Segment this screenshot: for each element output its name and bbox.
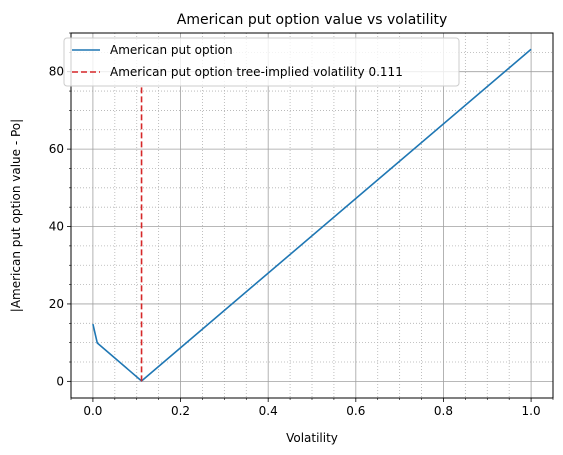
y-axis-label: |American put option value - Po| [9,119,23,312]
axis-ticks [67,33,553,402]
x-tick-label: 1.0 [522,404,541,418]
y-tick-label: 0 [56,374,64,388]
y-tick-label: 60 [49,142,64,156]
legend-label-implied-volatility: American put option tree-implied volatil… [110,65,403,79]
minor-gridlines [71,33,553,398]
x-tick-label: 0.0 [83,404,102,418]
legend-label-american-put-option: American put option [110,43,233,57]
legend: American put option American put option … [64,38,459,86]
x-tick-label: 0.6 [346,404,365,418]
y-tick-label: 80 [49,65,64,79]
chart-title: American put option value vs volatility [177,12,447,28]
x-tick-label: 0.8 [434,404,453,418]
x-tick-label: 0.4 [259,404,278,418]
y-tick-label: 40 [49,220,64,234]
y-tick-label: 20 [49,297,64,311]
x-tick-label: 0.2 [171,404,190,418]
x-axis-label: Volatility [286,431,338,445]
